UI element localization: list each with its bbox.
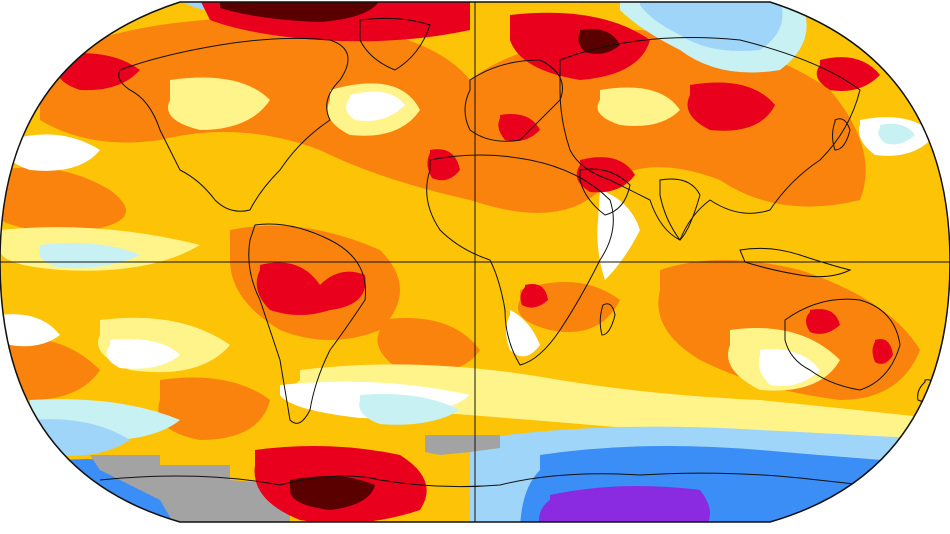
anomaly-region-very-hot — [576, 157, 635, 193]
coastline-greenland — [359, 17, 431, 71]
coastline-japan — [832, 118, 851, 151]
coastline-europe — [464, 59, 563, 142]
coastline-asia — [559, 37, 861, 241]
anomaly-region-very-hot — [872, 339, 893, 364]
coastline-north-america — [118, 37, 349, 212]
anomaly-region-cool — [878, 123, 915, 145]
coastline-arabia — [579, 168, 631, 216]
anomaly-region-very-hot — [498, 114, 540, 142]
anomaly-region-cool — [359, 394, 460, 425]
anomaly-region-extreme-cold — [538, 486, 710, 522]
coastline-madagascar — [599, 303, 616, 336]
anomaly-region-very-hot — [687, 82, 775, 131]
anomaly-region-cold — [640, 2, 783, 52]
anomaly-region-hot — [40, 18, 866, 213]
coastline-antarctica — [99, 472, 921, 491]
anomaly-region-extreme-hot — [220, 2, 380, 22]
coastline-south-america — [248, 223, 367, 424]
anomaly-region-hot — [0, 338, 100, 400]
anomaly-region-neutral — [597, 190, 640, 280]
coastline-india — [659, 178, 701, 241]
anomaly-region-neutral — [758, 349, 820, 386]
anomaly-region-neutral — [346, 91, 405, 121]
no-data-region — [425, 435, 500, 455]
anomaly-region-neutral — [506, 310, 540, 357]
anomaly-region-very-hot — [256, 262, 366, 315]
anomaly-region-extreme-hot — [290, 476, 375, 510]
anomaly-region-hot — [658, 260, 920, 400]
no-data-region — [90, 455, 290, 522]
anomaly-region-very-hot — [520, 284, 548, 308]
coastline-australia — [784, 298, 901, 391]
anomaly-region-very-hot — [816, 57, 880, 91]
map-border — [0, 1, 950, 523]
anomaly-region-hot — [377, 318, 480, 373]
anomaly-region-neutral — [0, 314, 60, 347]
anomaly-region-neutral — [106, 339, 180, 369]
anomaly-region-hot — [158, 377, 270, 440]
anomaly-region-very-hot — [57, 53, 140, 91]
anomaly-region-very-hot — [806, 309, 840, 334]
anomaly-region-extreme-hot — [578, 29, 620, 54]
anomaly-region-mild — [294, 364, 950, 440]
coastline-africa — [426, 154, 614, 366]
anomaly-region-hot — [0, 167, 126, 232]
anomaly-region-mild — [168, 77, 270, 130]
anomaly-region-neutral — [7, 134, 100, 171]
coastline-indonesia — [739, 247, 852, 278]
coastlines — [99, 17, 939, 491]
anomaly-region-mild — [597, 87, 680, 126]
